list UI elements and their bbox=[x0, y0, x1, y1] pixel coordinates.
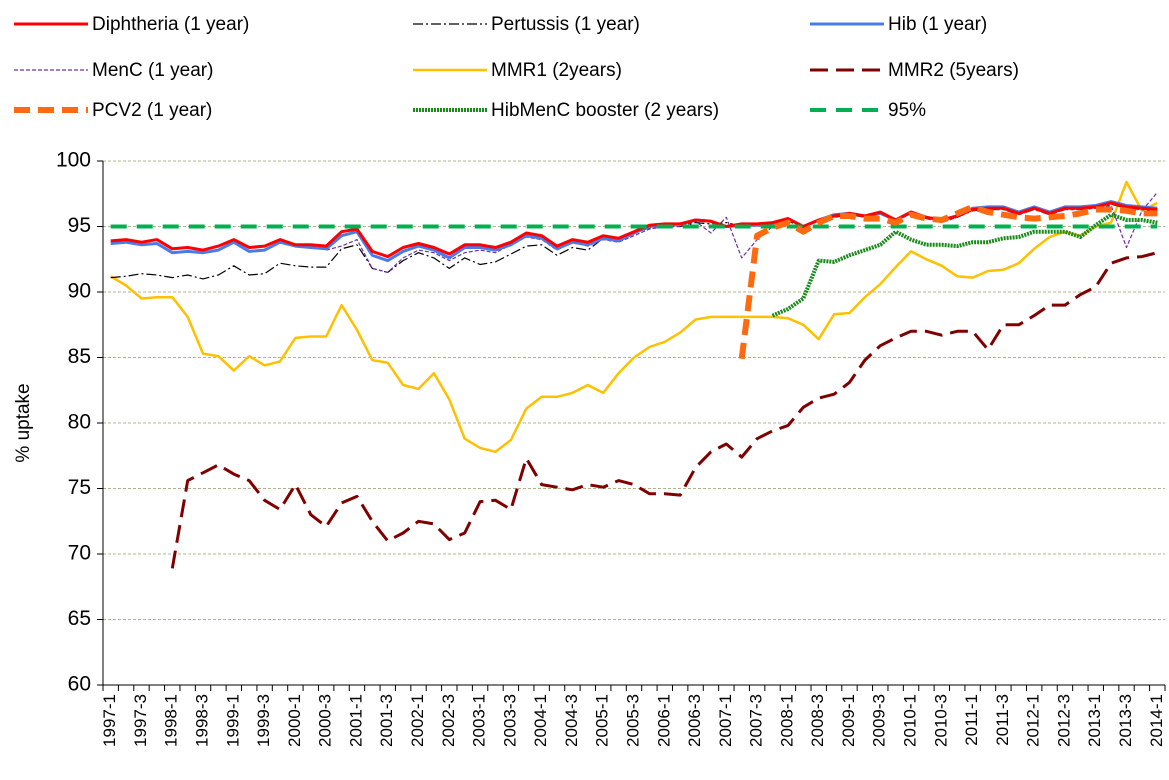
x-tick-label: 1998-3 bbox=[193, 694, 212, 747]
legend-label: HibMenC booster (2 years) bbox=[491, 100, 719, 121]
series-line bbox=[326, 192, 1158, 273]
x-tick-label: 2006-3 bbox=[685, 694, 704, 747]
x-tick-label: 1999-1 bbox=[223, 694, 242, 747]
x-tick-label: 2004-1 bbox=[531, 694, 550, 747]
series-line bbox=[738, 203, 1158, 360]
x-tick-label: 1997-1 bbox=[100, 694, 119, 747]
x-tick-label: 2009-1 bbox=[839, 694, 858, 747]
x-tick-label: 2008-3 bbox=[808, 694, 827, 747]
x-tick-label: 2009-3 bbox=[870, 694, 889, 747]
series-line bbox=[110, 180, 1158, 454]
x-tick-label: 2007-3 bbox=[747, 694, 766, 747]
x-tick-label: 2012-1 bbox=[1024, 694, 1043, 747]
legend-label: 95% bbox=[888, 100, 926, 121]
x-tick-label: 2006-1 bbox=[654, 694, 673, 747]
series-line bbox=[110, 203, 1158, 280]
x-tick-label: 2007-1 bbox=[716, 694, 735, 747]
y-tick-label: 70 bbox=[68, 542, 91, 565]
x-tick-label: 2000-3 bbox=[316, 694, 335, 747]
y-axis-label: % uptake bbox=[13, 383, 34, 462]
x-tick-label: 2008-1 bbox=[777, 694, 796, 747]
y-tick-label: 100 bbox=[56, 149, 91, 172]
legend-label: Hib (1 year) bbox=[888, 14, 987, 35]
x-tick-label: 2014-1 bbox=[1147, 694, 1166, 747]
y-tick-label: 75 bbox=[68, 476, 91, 499]
x-tick-label: 1997-3 bbox=[131, 694, 150, 747]
x-tick-label: 1999-3 bbox=[254, 694, 273, 747]
x-tick-label: 2001-1 bbox=[346, 694, 365, 747]
x-tick-label: 2002-3 bbox=[439, 694, 458, 747]
x-tick-label: 2005-3 bbox=[623, 694, 642, 747]
x-tick-label: 2002-1 bbox=[408, 694, 427, 747]
x-tick-label: 2013-3 bbox=[1116, 694, 1135, 747]
legend-label: Diphtheria (1 year) bbox=[92, 14, 249, 35]
legend-label: MenC (1 year) bbox=[92, 60, 213, 81]
y-tick-label: 60 bbox=[68, 673, 91, 696]
y-tick-label: 80 bbox=[68, 411, 91, 434]
legend-label: MMR2 (5years) bbox=[888, 60, 1019, 81]
y-tick-label: 85 bbox=[68, 345, 91, 368]
x-tick-label: 2012-3 bbox=[1054, 694, 1073, 747]
x-tick-label: 2010-3 bbox=[931, 694, 950, 747]
y-tick-label: 90 bbox=[68, 280, 91, 303]
series-line bbox=[170, 251, 1158, 569]
y-tick-label: 95 bbox=[68, 214, 91, 237]
x-tick-label: 2005-1 bbox=[593, 694, 612, 747]
x-tick-label: 2003-3 bbox=[500, 694, 519, 747]
x-tick-label: 1998-1 bbox=[162, 694, 181, 747]
legend-label: PCV2 (1 year) bbox=[92, 100, 212, 121]
x-tick-label: 2003-1 bbox=[470, 694, 489, 747]
legend-label: MMR1 (2years) bbox=[491, 60, 622, 81]
x-tick-label: 2000-1 bbox=[285, 694, 304, 747]
x-tick-label: 2013-1 bbox=[1085, 694, 1104, 747]
x-tick-label: 2010-1 bbox=[901, 694, 920, 747]
x-tick-label: 2011-3 bbox=[993, 694, 1012, 746]
legend-label: Pertussis (1 year) bbox=[491, 14, 640, 35]
x-tick-label: 2011-1 bbox=[962, 694, 981, 746]
series-line bbox=[771, 212, 1158, 318]
x-tick-label: 2001-3 bbox=[377, 694, 396, 747]
x-tick-label: 2004-3 bbox=[562, 694, 581, 747]
y-tick-label: 65 bbox=[68, 607, 91, 630]
